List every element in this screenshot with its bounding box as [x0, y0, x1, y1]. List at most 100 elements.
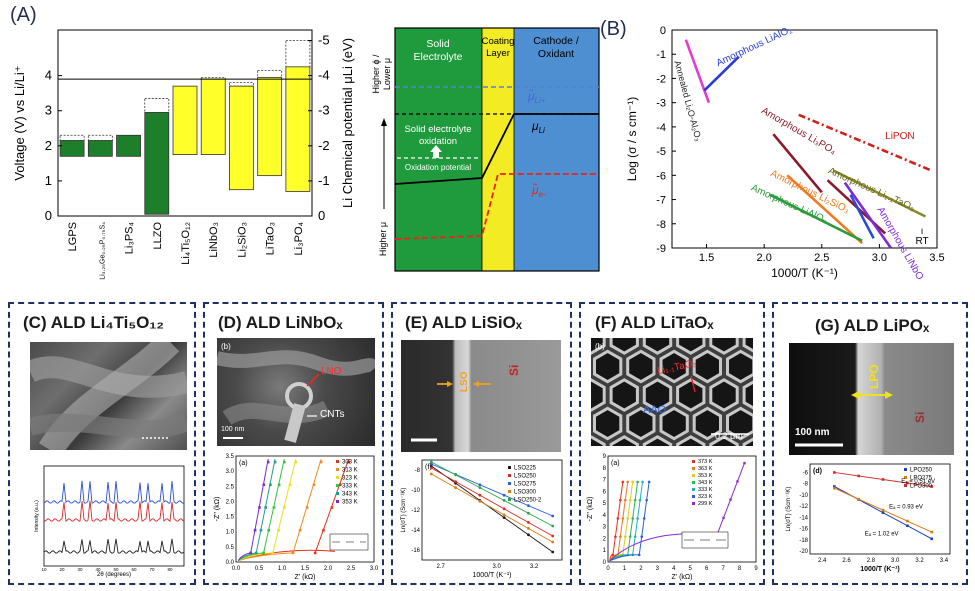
li4ti5o12-sem-image — [30, 342, 187, 450]
d-y-tick-label: 1.5 — [226, 515, 235, 521]
xrd-x-tick-label: 10 — [41, 567, 47, 572]
bar-stability-window — [229, 85, 254, 191]
f-marker — [633, 535, 637, 538]
aao-pore — [659, 406, 689, 441]
d-marker — [262, 551, 265, 555]
aao-pore — [593, 406, 623, 441]
lisio-sem-image: LSO Si — [401, 340, 561, 452]
f-marker — [614, 535, 617, 538]
linbo-scale-label: 100 nm — [221, 426, 245, 433]
e-x-tick-label: 2.7 — [436, 564, 445, 570]
f-x-tick-label: 6 — [705, 566, 709, 572]
g-y-tick-label: -20 — [799, 549, 808, 555]
d-marker — [283, 506, 286, 509]
g-marker — [930, 530, 934, 534]
d-legend-marker — [336, 468, 339, 471]
panel-b-letter: (B) — [600, 18, 627, 40]
linbo-eis-plot: 0.0 0.5 1.0 1.5 2.0 2.5 3.0 0.0 0.5 1.0 1.5 2.0 2.5 3… — [214, 454, 379, 581]
f-marker — [641, 480, 644, 484]
b-data-line — [798, 113, 932, 172]
f-legend-label: 323 K — [698, 494, 713, 500]
d-y-tick-label: 0.5 — [226, 545, 235, 551]
oxidation-potential-label: Oxidation potential — [405, 163, 471, 172]
e-ylabel: Ln(σT) (Scm⁻¹K) — [401, 488, 407, 533]
b-x-tick-label: 1.5 — [699, 252, 714, 264]
e-marker — [551, 524, 555, 528]
e-legend-label: LSO300 — [514, 490, 537, 496]
f-marker — [636, 480, 639, 484]
litao-scale-label: 0.2 μm — [715, 431, 743, 441]
f-marker — [621, 480, 625, 484]
higher-mu-label: Higher μ — [378, 222, 388, 256]
panel-e-title: (E) ALD LiSiOₓ — [405, 313, 523, 332]
f-marker — [616, 517, 620, 520]
e-marker — [502, 493, 506, 497]
f-legend-marker — [692, 502, 695, 505]
solid-electrolyte-label: Solid Electrolyte — [413, 38, 462, 63]
e-marker — [551, 550, 555, 554]
f-marker — [645, 498, 648, 502]
xrd-x-tick-label: 50 — [113, 567, 119, 572]
lno-label: LNO — [321, 366, 342, 377]
d-legend-label: 313 K — [342, 468, 358, 474]
f-marker — [638, 498, 642, 502]
d-marker — [277, 483, 281, 487]
higher-phi-label: Higher ϕ /Lower μ — [371, 54, 392, 94]
aao-pore — [642, 378, 673, 412]
d-legend-marker — [336, 476, 339, 479]
d-marker — [313, 551, 317, 555]
e-marker — [429, 466, 433, 470]
aao-pore — [591, 338, 606, 355]
d-x-tick-label: 1.5 — [301, 566, 310, 572]
oxidation-label: Solid electrolyte oxidation — [404, 124, 471, 147]
b-y-tick-label: -9 — [656, 243, 666, 255]
d-y-tick-label: 2.0 — [226, 499, 235, 505]
d-y-tick-label: 3.0 — [226, 469, 235, 475]
d-marker — [305, 506, 309, 509]
bar-category-label: Li₃PO₄ — [293, 222, 305, 256]
g-ea-label: Eₐ = 0.51 eV — [901, 479, 935, 485]
panel-f-title: (F) ALD LiTaOₓ — [595, 313, 714, 332]
aao-pore — [742, 437, 753, 446]
d-x-tick-label: 0.0 — [232, 566, 241, 572]
xrd-x-tick-label: 20 — [59, 567, 65, 572]
d-y-tick-label: 3.5 — [226, 454, 235, 460]
f-marker — [628, 535, 632, 538]
g-marker — [857, 474, 860, 478]
d-tail — [263, 458, 285, 554]
d-legend-label: 323 K — [342, 476, 358, 482]
d-marker — [269, 483, 272, 487]
e-legend-label: LSO275 — [514, 482, 537, 488]
f-marker — [642, 517, 646, 520]
aao-pore — [692, 349, 722, 384]
panel-c-title: (C) ALD Li₄Ti₅O₁₂ — [23, 313, 164, 332]
e-marker — [478, 483, 482, 487]
g-y-tick-label: -12 — [799, 504, 808, 510]
aao-pore — [591, 435, 606, 446]
aao-pore — [676, 338, 706, 355]
d-marker — [291, 551, 295, 555]
e-marker — [454, 473, 457, 477]
e-sub: (f) — [425, 464, 432, 471]
e-y-tick-label: -16 — [411, 548, 420, 554]
d-marker — [266, 460, 270, 464]
bar-category-label: Li₃.₂₅Ge₀.₂₅P₀.₇₅S₄ — [99, 222, 106, 280]
b-data-line — [772, 133, 823, 194]
d-marker — [312, 483, 316, 487]
b-y-tick-label: -3 — [656, 98, 666, 110]
d-marker — [319, 460, 323, 464]
cnts-label: CNTs — [320, 409, 345, 420]
bar-stability-window — [172, 85, 198, 155]
bar-category-label: Li₄Ti₅O₁₂ — [180, 222, 192, 265]
panel-a-schematic: Solid Electrolyte Coating Layer Cathode / O… — [371, 27, 600, 272]
f-marker — [636, 517, 639, 520]
y-right-tick-label: -4 — [318, 68, 330, 83]
d-legend-marker — [336, 500, 339, 503]
d-marker — [294, 460, 298, 464]
panel-b-conductivity-chart: 0 -1 -2 -3 -4 -5 -6 -7 -8 -9 1.5 2.0 2.5 3.0 3.5 Log (σ… — [625, 24, 945, 280]
y-left-tick-label: 0 — [45, 208, 52, 223]
d-ylabel: -Z'' (kΩ) — [214, 497, 221, 522]
aao-pore — [659, 349, 689, 384]
f-y-tick-label: 2 — [603, 536, 607, 542]
d-marker — [330, 506, 334, 509]
